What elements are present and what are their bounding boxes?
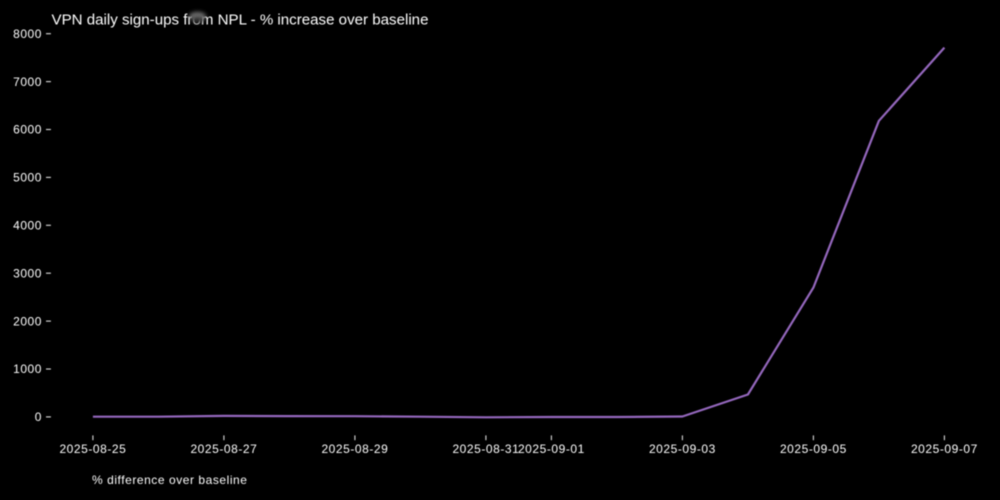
svg-text:4000: 4000 [13,219,42,233]
svg-text:2025-08-25: 2025-08-25 [59,442,126,456]
svg-text:7000: 7000 [13,75,42,89]
svg-text:2025-09-03: 2025-09-03 [649,442,716,456]
svg-text:1000: 1000 [13,362,42,376]
svg-text:8000: 8000 [13,27,42,41]
svg-text:2025-08-31: 2025-08-31 [452,442,519,456]
svg-text:6000: 6000 [13,123,42,137]
svg-text:2025-09-01: 2025-09-01 [518,442,585,456]
svg-text:2025-08-29: 2025-08-29 [321,442,388,456]
svg-text:0: 0 [35,410,42,424]
svg-text:5000: 5000 [13,171,42,185]
svg-text:% difference over baseline: % difference over baseline [92,473,248,487]
svg-text:3000: 3000 [13,266,42,280]
svg-text:2025-08-27: 2025-08-27 [190,442,257,456]
svg-text:2025-09-07: 2025-09-07 [911,442,978,456]
svg-text:VPN daily sign-ups from NPL -: VPN daily sign-ups from NPL - % increase… [52,12,429,29]
svg-text:2000: 2000 [13,314,42,328]
svg-text:2025-09-05: 2025-09-05 [780,442,847,456]
